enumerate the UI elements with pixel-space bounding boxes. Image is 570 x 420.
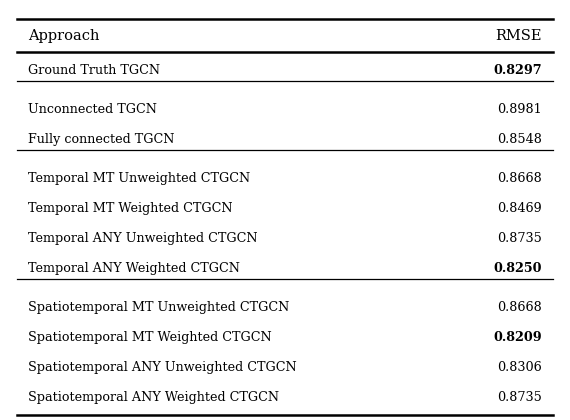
Text: Temporal ANY Weighted CTGCN: Temporal ANY Weighted CTGCN <box>28 262 241 275</box>
Text: Temporal MT Unweighted CTGCN: Temporal MT Unweighted CTGCN <box>28 172 251 185</box>
Text: 0.8209: 0.8209 <box>493 331 542 344</box>
Text: RMSE: RMSE <box>495 29 542 43</box>
Text: 0.8735: 0.8735 <box>496 391 542 404</box>
Text: Spatiotemporal MT Weighted CTGCN: Spatiotemporal MT Weighted CTGCN <box>28 331 272 344</box>
Text: 0.8306: 0.8306 <box>496 361 542 374</box>
Text: 0.8548: 0.8548 <box>496 133 542 146</box>
Text: 0.8668: 0.8668 <box>496 301 542 314</box>
Text: 0.8297: 0.8297 <box>493 63 542 76</box>
Text: 0.8250: 0.8250 <box>493 262 542 275</box>
Text: Temporal MT Weighted CTGCN: Temporal MT Weighted CTGCN <box>28 202 233 215</box>
Text: Ground Truth TGCN: Ground Truth TGCN <box>28 63 161 76</box>
Text: Spatiotemporal ANY Unweighted CTGCN: Spatiotemporal ANY Unweighted CTGCN <box>28 361 297 374</box>
Text: 0.8735: 0.8735 <box>496 232 542 245</box>
Text: 0.8469: 0.8469 <box>496 202 542 215</box>
Text: Spatiotemporal ANY Weighted CTGCN: Spatiotemporal ANY Weighted CTGCN <box>28 391 280 404</box>
Text: Approach: Approach <box>28 29 100 43</box>
Text: 0.8668: 0.8668 <box>496 172 542 185</box>
Text: Fully connected TGCN: Fully connected TGCN <box>28 133 175 146</box>
Text: Temporal ANY Unweighted CTGCN: Temporal ANY Unweighted CTGCN <box>28 232 258 245</box>
Text: Unconnected TGCN: Unconnected TGCN <box>28 102 157 116</box>
Text: Spatiotemporal MT Unweighted CTGCN: Spatiotemporal MT Unweighted CTGCN <box>28 301 290 314</box>
Text: 0.8981: 0.8981 <box>497 102 542 116</box>
